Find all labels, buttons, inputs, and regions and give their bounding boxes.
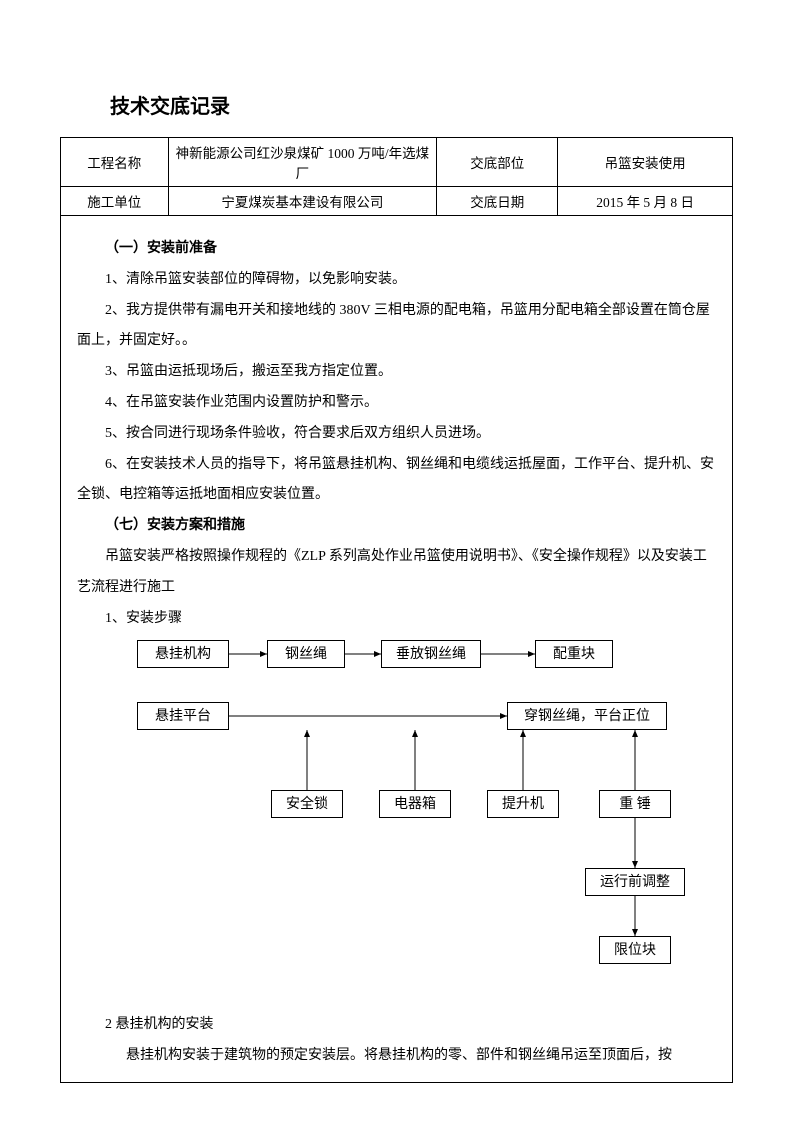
para-5: 5、按合同进行现场条件验收，符合要求后双方组织人员进场。 [77,419,716,450]
hdr-projname-value: 神新能源公司红沙泉煤矿 1000 万吨/年选煤厂 [168,138,437,187]
flow-node-n_cz: 重 锤 [599,790,671,818]
para-2: 2、我方提供带有漏电开关和接地线的 380V 三相电源的配电箱，吊篮用分配电箱全… [77,296,716,358]
flow-node-n_gss: 钢丝绳 [267,640,345,668]
flow-node-n_tsj: 提升机 [487,790,559,818]
para-3: 3、吊篮由运抵现场后，搬运至我方指定位置。 [77,357,716,388]
hdr-unit-value: 宁夏煤炭基本建设有限公司 [168,187,437,216]
para-7: 吊篮安装严格按照操作规程的《ZLP 系列高处作业吊篮使用说明书》、《安全操作规程… [77,542,716,604]
para-8: 1、安装步骤 [77,604,716,635]
para-4: 4、在吊篮安装作业范围内设置防护和警示。 [77,388,716,419]
flow-node-n_cfgss: 垂放钢丝绳 [381,640,481,668]
content-body: （一）安装前准备 1、清除吊篮安装部位的障碍物，以免影响安装。 2、我方提供带有… [60,216,733,1083]
flow-node-n_aqs: 安全锁 [271,790,343,818]
para-6: 6、在安装技术人员的指导下，将吊篮悬挂机构、钢丝绳和电缆线运抵屋面，工作平台、提… [77,450,716,512]
header-table: 工程名称 神新能源公司红沙泉煤矿 1000 万吨/年选煤厂 交底部位 吊篮安装使… [60,137,733,216]
doc-title: 技术交底记录 [110,90,733,119]
flow-node-n_pzk: 配重块 [535,640,613,668]
hdr-unit-label: 施工单位 [61,187,169,216]
install-flowchart: 悬挂机构 钢丝绳 垂放钢丝绳 配重块悬挂平台 穿钢丝绳，平台正位安全锁 电器箱 提升机 重 锤… [107,640,727,1010]
hdr-projname-label: 工程名称 [61,138,169,187]
hdr-part-value: 吊篮安装使用 [558,138,733,187]
section-7-title: （七）安装方案和措施 [77,511,716,542]
flow-node-n_xgjg: 悬挂机构 [137,640,229,668]
hdr-date-value: 2015 年 5 月 8 日 [558,187,733,216]
hdr-part-label: 交底部位 [437,138,558,187]
flow-node-n_xgpt: 悬挂平台 [137,702,229,730]
flow-node-n_cgss: 穿钢丝绳，平台正位 [507,702,667,730]
hdr-date-label: 交底日期 [437,187,558,216]
para-9: 2 悬挂机构的安装 [77,1010,716,1041]
para-10: 悬挂机构安装于建筑物的预定安装层。将悬挂机构的零、部件和钢丝绳吊运至顶面后，按 [77,1041,716,1072]
flow-node-n_dqx: 电器箱 [379,790,451,818]
flow-node-n_xwk: 限位块 [599,936,671,964]
para-1: 1、清除吊篮安装部位的障碍物，以免影响安装。 [77,265,716,296]
section-1-title: （一）安装前准备 [77,234,716,265]
flow-node-n_yxtz: 运行前调整 [585,868,685,896]
